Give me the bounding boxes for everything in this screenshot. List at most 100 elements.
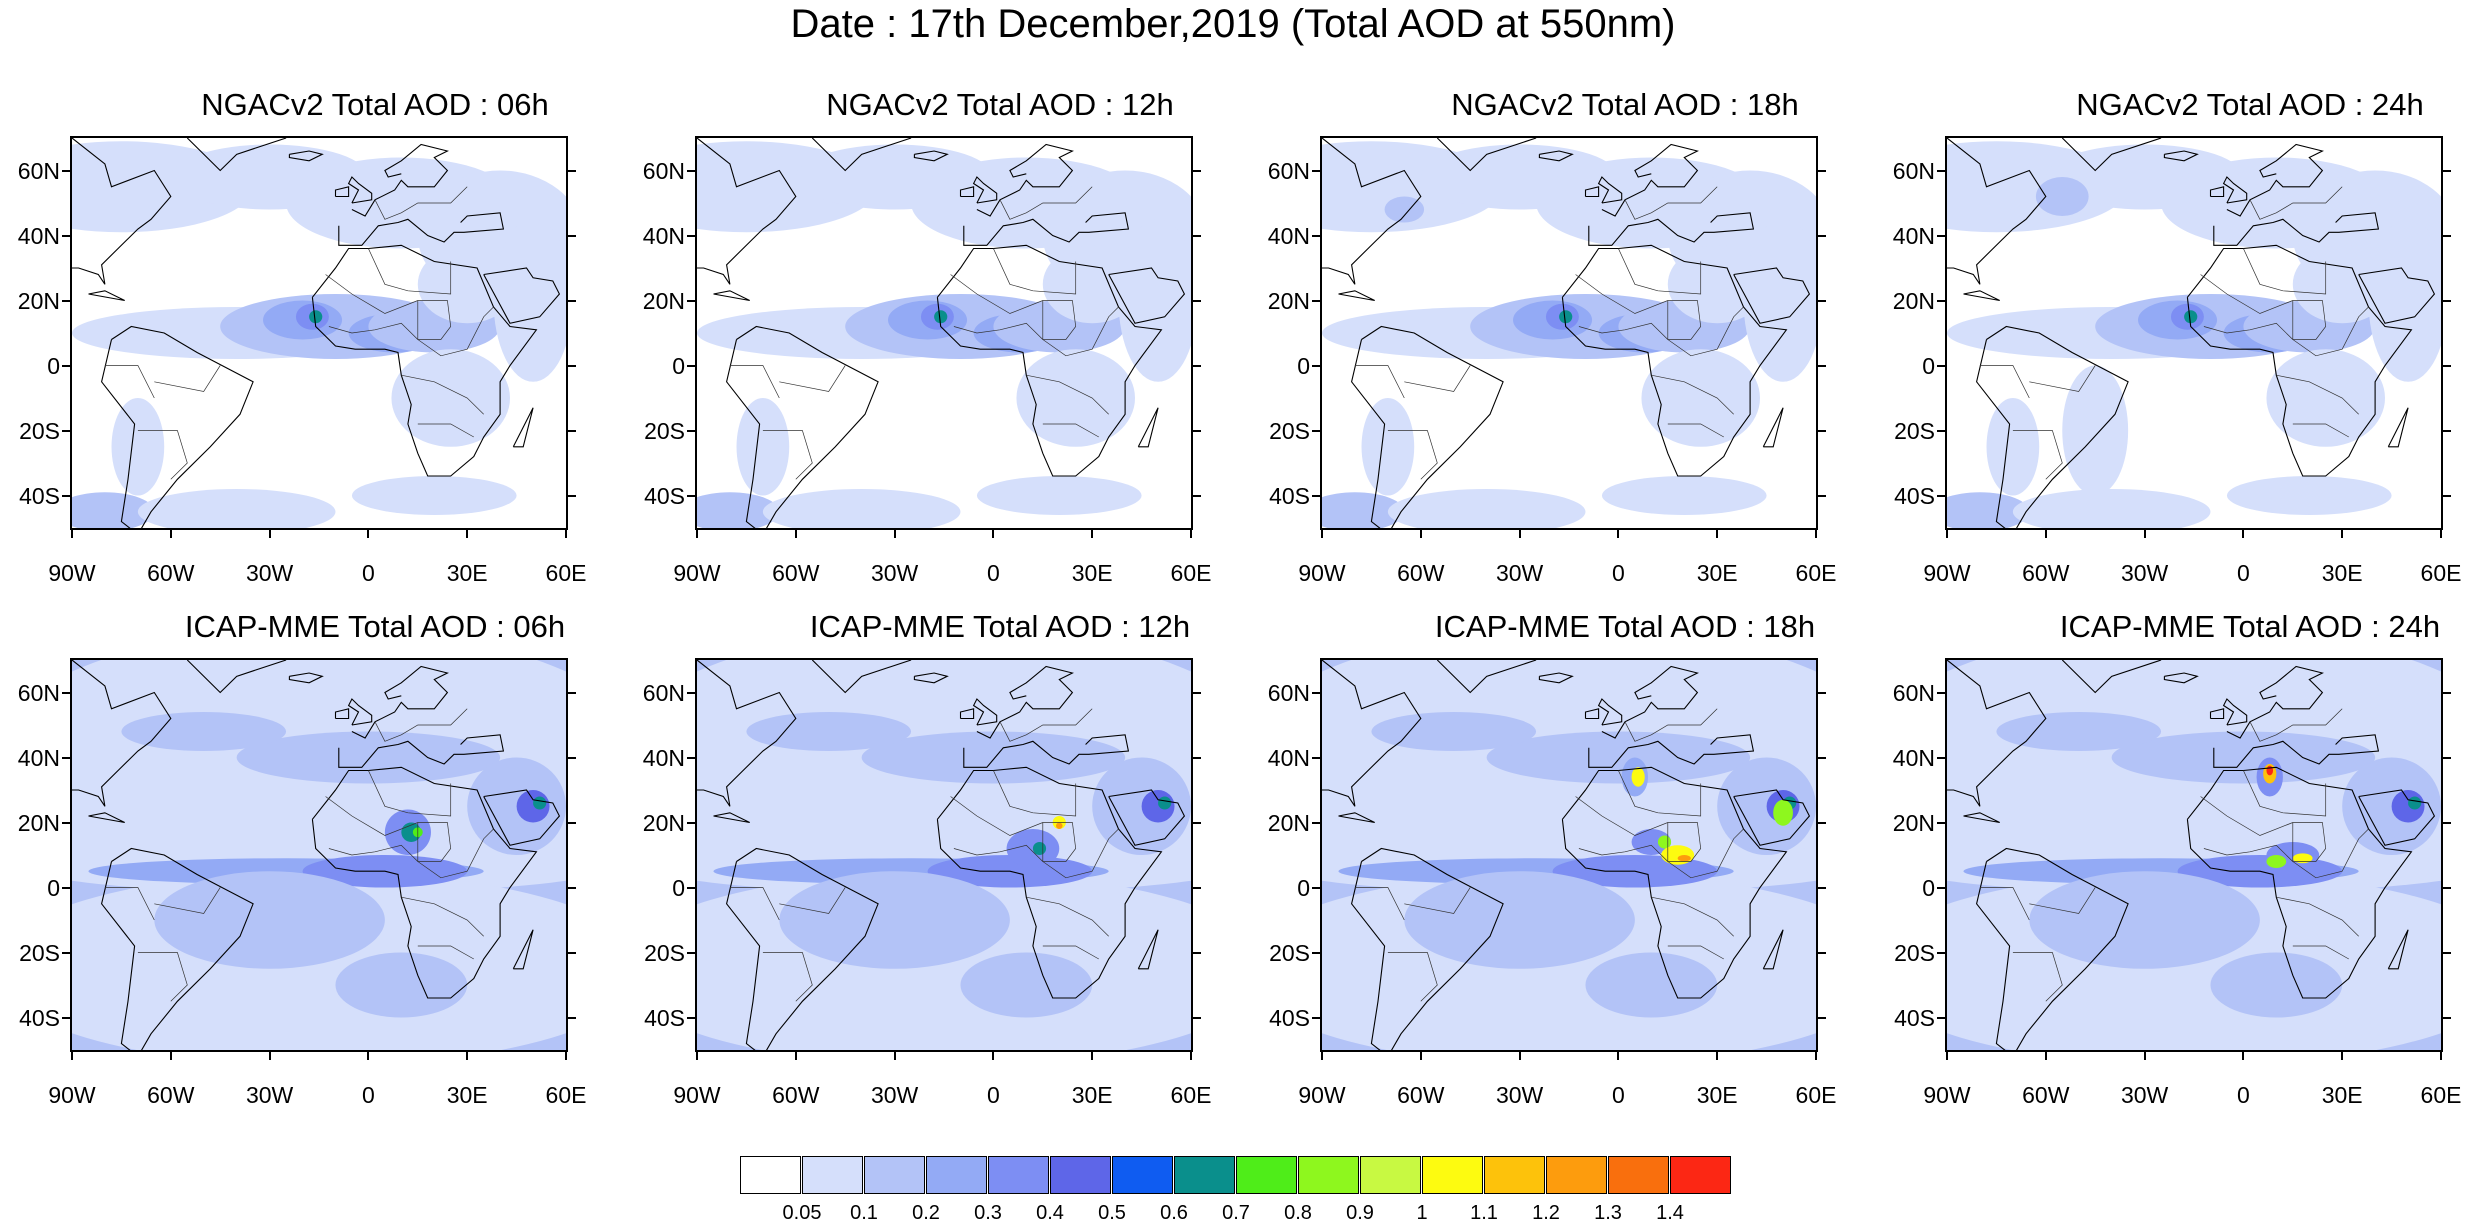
longitude-label: 30E	[1071, 1082, 1113, 1108]
latitude-tick	[1193, 821, 1201, 824]
longitude-label: 0	[1611, 1082, 1625, 1108]
aod-contour	[2266, 349, 2386, 447]
latitude-tick	[62, 299, 70, 302]
map-panel: ICAP-MME Total AOD : 24h 60N 40N 20N 0 20S 40S…	[1893, 610, 2462, 1130]
latitude-tick	[687, 951, 695, 954]
coastline	[1338, 290, 1375, 302]
latitude-tick	[2443, 1016, 2451, 1019]
figure-title: Date : 17th December,2019 (Total AOD at …	[790, 2, 1676, 46]
latitude-tick	[1937, 1016, 1945, 1019]
coastline	[1584, 708, 1600, 720]
latitude-tick	[687, 429, 695, 432]
country-border	[1667, 300, 1744, 357]
coastline	[351, 665, 449, 739]
latitude-label: 40S	[19, 1004, 60, 1031]
latitude-tick	[1818, 494, 1826, 497]
colorbar-swatch	[988, 1156, 1049, 1194]
aod-map	[1320, 658, 1818, 1052]
coastline	[186, 660, 287, 694]
coastline	[1561, 244, 1788, 477]
latitude-tick	[62, 364, 70, 367]
coastline	[72, 660, 172, 807]
latitude-tick	[62, 756, 70, 759]
country-border	[2200, 274, 2327, 340]
map-panel: ICAP-MME Total AOD : 12h 60N 40N 20N 0 20S 40S…	[643, 610, 1212, 1130]
country-border	[1979, 365, 2030, 399]
latitude-tick	[687, 1016, 695, 1019]
coastline	[2222, 176, 2248, 204]
latitude-tick	[1312, 364, 1320, 367]
latitude-label: 40S	[1269, 1004, 1310, 1031]
longitude-tick	[1419, 530, 1422, 538]
latitude-tick	[1193, 886, 1201, 889]
latitude-label: 60N	[1892, 679, 1935, 706]
coastline	[959, 186, 975, 198]
aod-contour	[779, 871, 1010, 969]
longitude-tick	[2242, 530, 2245, 538]
coastline	[2061, 660, 2162, 694]
longitude-label: 30W	[2120, 560, 2169, 586]
aod-contour	[2012, 489, 2211, 528]
country-border	[1354, 887, 1405, 921]
country-border	[950, 796, 1077, 862]
coastline	[1976, 847, 2129, 1050]
latitude-tick	[1937, 234, 1945, 237]
country-border	[1667, 822, 1744, 879]
aod-contour	[1158, 796, 1172, 810]
longitude-label: 30E	[446, 1082, 488, 1108]
map-panel: NGACv2 Total AOD : 24h 60N 40N 20N 0 20S 40S 90…	[1893, 88, 2462, 608]
longitude-tick	[1190, 530, 1192, 538]
latitude-tick	[568, 1016, 576, 1019]
country-border	[2276, 896, 2359, 937]
latitude-tick	[568, 169, 576, 172]
latitude-tick	[2443, 364, 2451, 367]
country-border	[1667, 423, 1724, 438]
aod-contour	[736, 398, 790, 496]
coastline	[959, 708, 975, 720]
country-border	[417, 300, 494, 357]
coastline	[512, 929, 534, 970]
latitude-tick	[1818, 886, 1826, 889]
latitude-tick	[2443, 886, 2451, 889]
colorbar-swatch	[1298, 1156, 1359, 1194]
latitude-tick	[1937, 429, 1945, 432]
coastline	[963, 212, 1130, 246]
aod-contour	[2035, 177, 2089, 216]
latitude-label: 60N	[642, 157, 685, 184]
latitude-tick	[2443, 494, 2451, 497]
aod-contour	[1631, 767, 1645, 787]
aod-contour	[1657, 835, 1672, 849]
colorbar-label: 0.2	[912, 1202, 940, 1224]
latitude-label: 40N	[17, 222, 60, 249]
longitude-tick	[2440, 530, 2442, 538]
latitude-tick	[1193, 494, 1201, 497]
aod-field	[697, 138, 1191, 528]
coastline	[288, 150, 324, 162]
coastline	[338, 212, 505, 246]
latitude-tick	[568, 364, 576, 367]
coastline	[2387, 407, 2409, 448]
longitude-tick	[1946, 530, 1948, 538]
country-border	[1618, 770, 1702, 817]
latitude-tick	[687, 234, 695, 237]
colorbar-swatch	[1360, 1156, 1421, 1194]
map-panel: ICAP-MME Total AOD : 18h 60N 40N 20N 0 20S 40S…	[1268, 610, 1837, 1130]
colorbar-swatch	[1050, 1156, 1111, 1194]
coastline	[2387, 929, 2409, 970]
latitude-label: 60N	[17, 157, 60, 184]
coastline	[186, 138, 287, 172]
coastline	[2163, 672, 2199, 684]
coastline	[1601, 143, 1699, 217]
latitude-label: 60N	[1892, 157, 1935, 184]
longitude-tick	[1419, 1052, 1422, 1060]
coastline	[2209, 708, 2225, 720]
coastline	[976, 665, 1074, 739]
aod-contour	[1016, 349, 1136, 447]
latitude-tick	[568, 756, 576, 759]
panel-title: ICAP-MME Total AOD : 18h	[1434, 609, 1816, 644]
aod-contour	[1055, 822, 1063, 829]
longitude-label: 90W	[1923, 560, 1971, 586]
longitude-label: 30E	[446, 560, 488, 586]
coastline	[311, 244, 538, 477]
latitude-tick	[2443, 429, 2451, 432]
